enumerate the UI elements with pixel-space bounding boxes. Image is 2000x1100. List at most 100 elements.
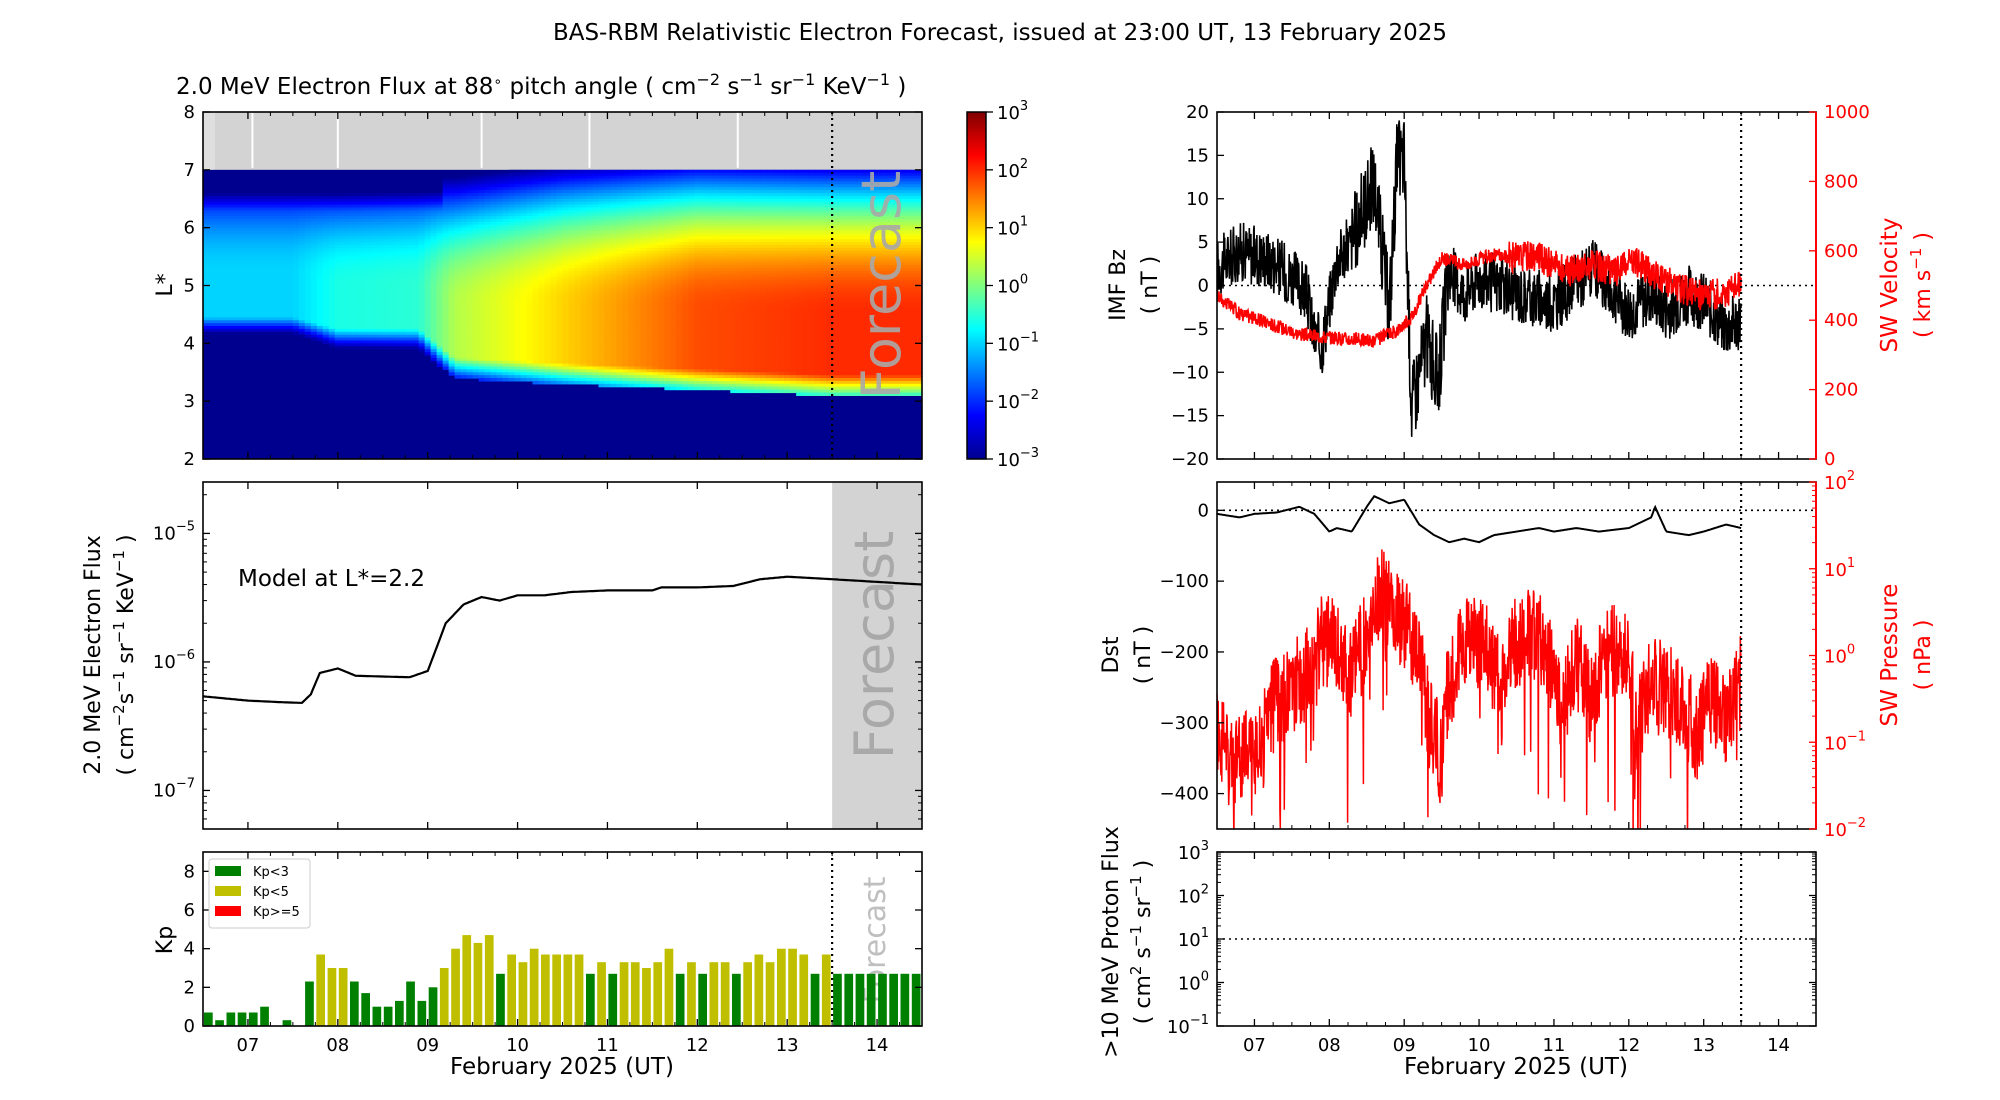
- heatmap-cell: [622, 352, 630, 356]
- heatmap-cell: [232, 323, 240, 327]
- heatmap-cell: [634, 363, 641, 368]
- heatmap-cell: [352, 311, 360, 316]
- heatmap-cell: [310, 259, 318, 263]
- heatmap-cell: [520, 276, 528, 281]
- heatmap-cell: [376, 198, 384, 203]
- heatmap-cell: [256, 224, 264, 229]
- heatmap-cell: [208, 311, 216, 316]
- heatmap-cell: [508, 363, 516, 368]
- heatmap-cell: [670, 285, 677, 289]
- heatmap-cell: [616, 247, 624, 252]
- heatmap-cell: [412, 207, 420, 211]
- heatmap-cell: [514, 207, 522, 211]
- heatmap-cell: [646, 213, 653, 217]
- heatmap-cell: [406, 285, 414, 289]
- heatmap-cell: [550, 346, 558, 350]
- heatmap-cell: [292, 250, 300, 255]
- heatmap-cell: [472, 372, 480, 376]
- heatmap-cell: [574, 198, 582, 203]
- heatmap-cell: [454, 259, 462, 263]
- heatmap-cell: [628, 169, 635, 174]
- heatmap-cell: [526, 172, 534, 177]
- heatmap-cell: [562, 276, 570, 281]
- heatmap-cell: [400, 311, 408, 316]
- heatmap-cell: [514, 169, 522, 174]
- heatmap-cell: [394, 302, 402, 307]
- heatmap-cell: [203, 192, 210, 197]
- heatmap-cell: [514, 227, 522, 232]
- heatmap-cell: [526, 366, 534, 370]
- heatmap-cell: [484, 311, 492, 316]
- heatmap-cell: [586, 299, 594, 304]
- heatmap-cell: [646, 187, 653, 191]
- heatmap-cell: [610, 239, 618, 243]
- heatmap-cell: [634, 169, 641, 174]
- heatmap-cell: [664, 253, 671, 258]
- heatmap-cell: [514, 308, 522, 313]
- heatmap-cell: [394, 294, 402, 298]
- heatmap-cell: [646, 320, 653, 324]
- heatmap-cell: [646, 230, 653, 235]
- heatmap-cell: [316, 276, 324, 281]
- heatmap-cell: [622, 320, 630, 324]
- heatmap-cell: [526, 204, 534, 209]
- heatmap-cell: [388, 334, 396, 339]
- heatmap-cell: [430, 213, 438, 217]
- heatmap-cell: [298, 314, 306, 318]
- heatmap-cell: [550, 271, 558, 275]
- heatmap-cell: [406, 218, 414, 223]
- heatmap-cell: [460, 360, 468, 365]
- heatmap-cell: [592, 247, 600, 252]
- heatmap-cell: [232, 282, 240, 287]
- heatmap-cell: [400, 308, 408, 313]
- heatmap-cell: [238, 216, 246, 220]
- heatmap-cell: [610, 323, 618, 327]
- heatmap-cell: [520, 346, 528, 350]
- heatmap-cell: [574, 323, 582, 327]
- heatmap-cell: [664, 230, 671, 235]
- heatmap-cell: [430, 245, 438, 249]
- heatmap-cell: [250, 253, 258, 258]
- heatmap-cell: [514, 337, 522, 342]
- heatmap-cell: [418, 317, 426, 321]
- heatmap-cell: [520, 328, 528, 333]
- heatmap-cell: [592, 372, 600, 376]
- heatmap-cell: [478, 297, 486, 301]
- heatmap-cell: [244, 216, 252, 220]
- heatmap-cell: [622, 273, 630, 278]
- heatmap-cell: [532, 375, 540, 379]
- heatmap-cell: [490, 195, 498, 200]
- heatmap-cell: [670, 169, 677, 174]
- heatmap-cell: [406, 337, 414, 342]
- heatmap-cell: [244, 221, 252, 226]
- heatmap-cell: [334, 346, 342, 350]
- heatmap-cell: [628, 308, 635, 313]
- heatmap-cell: [634, 369, 641, 373]
- heatmap-cell: [238, 279, 246, 284]
- heatmap-cell: [622, 375, 630, 379]
- heatmap-cell: [274, 210, 282, 214]
- heatmap-cell: [203, 328, 210, 333]
- heatmap-cell: [610, 354, 618, 359]
- heatmap-cell: [203, 299, 210, 304]
- heatmap-cell: [562, 245, 570, 249]
- heatmap-cell: [586, 198, 594, 203]
- heatmap-cell: [514, 239, 522, 243]
- heatmap-cell: [286, 247, 294, 252]
- heatmap-cell: [562, 218, 570, 223]
- heatmap-cell: [454, 184, 462, 188]
- heatmap-cell: [274, 308, 282, 313]
- heatmap-cell: [430, 352, 438, 356]
- heatmap-cell: [292, 328, 300, 333]
- heatmap-cell: [604, 271, 612, 275]
- heatmap-cell: [442, 334, 450, 339]
- heatmap-cell: [502, 291, 510, 295]
- heatmap-cell: [532, 259, 540, 263]
- heatmap-cell: [676, 187, 683, 191]
- heatmap-cell: [520, 256, 528, 261]
- heatmap-cell: [544, 297, 552, 301]
- heatmap-cell: [262, 271, 270, 275]
- heatmap-cell: [322, 297, 330, 301]
- heatmap-cell: [574, 250, 582, 255]
- heatmap-cell: [640, 328, 647, 333]
